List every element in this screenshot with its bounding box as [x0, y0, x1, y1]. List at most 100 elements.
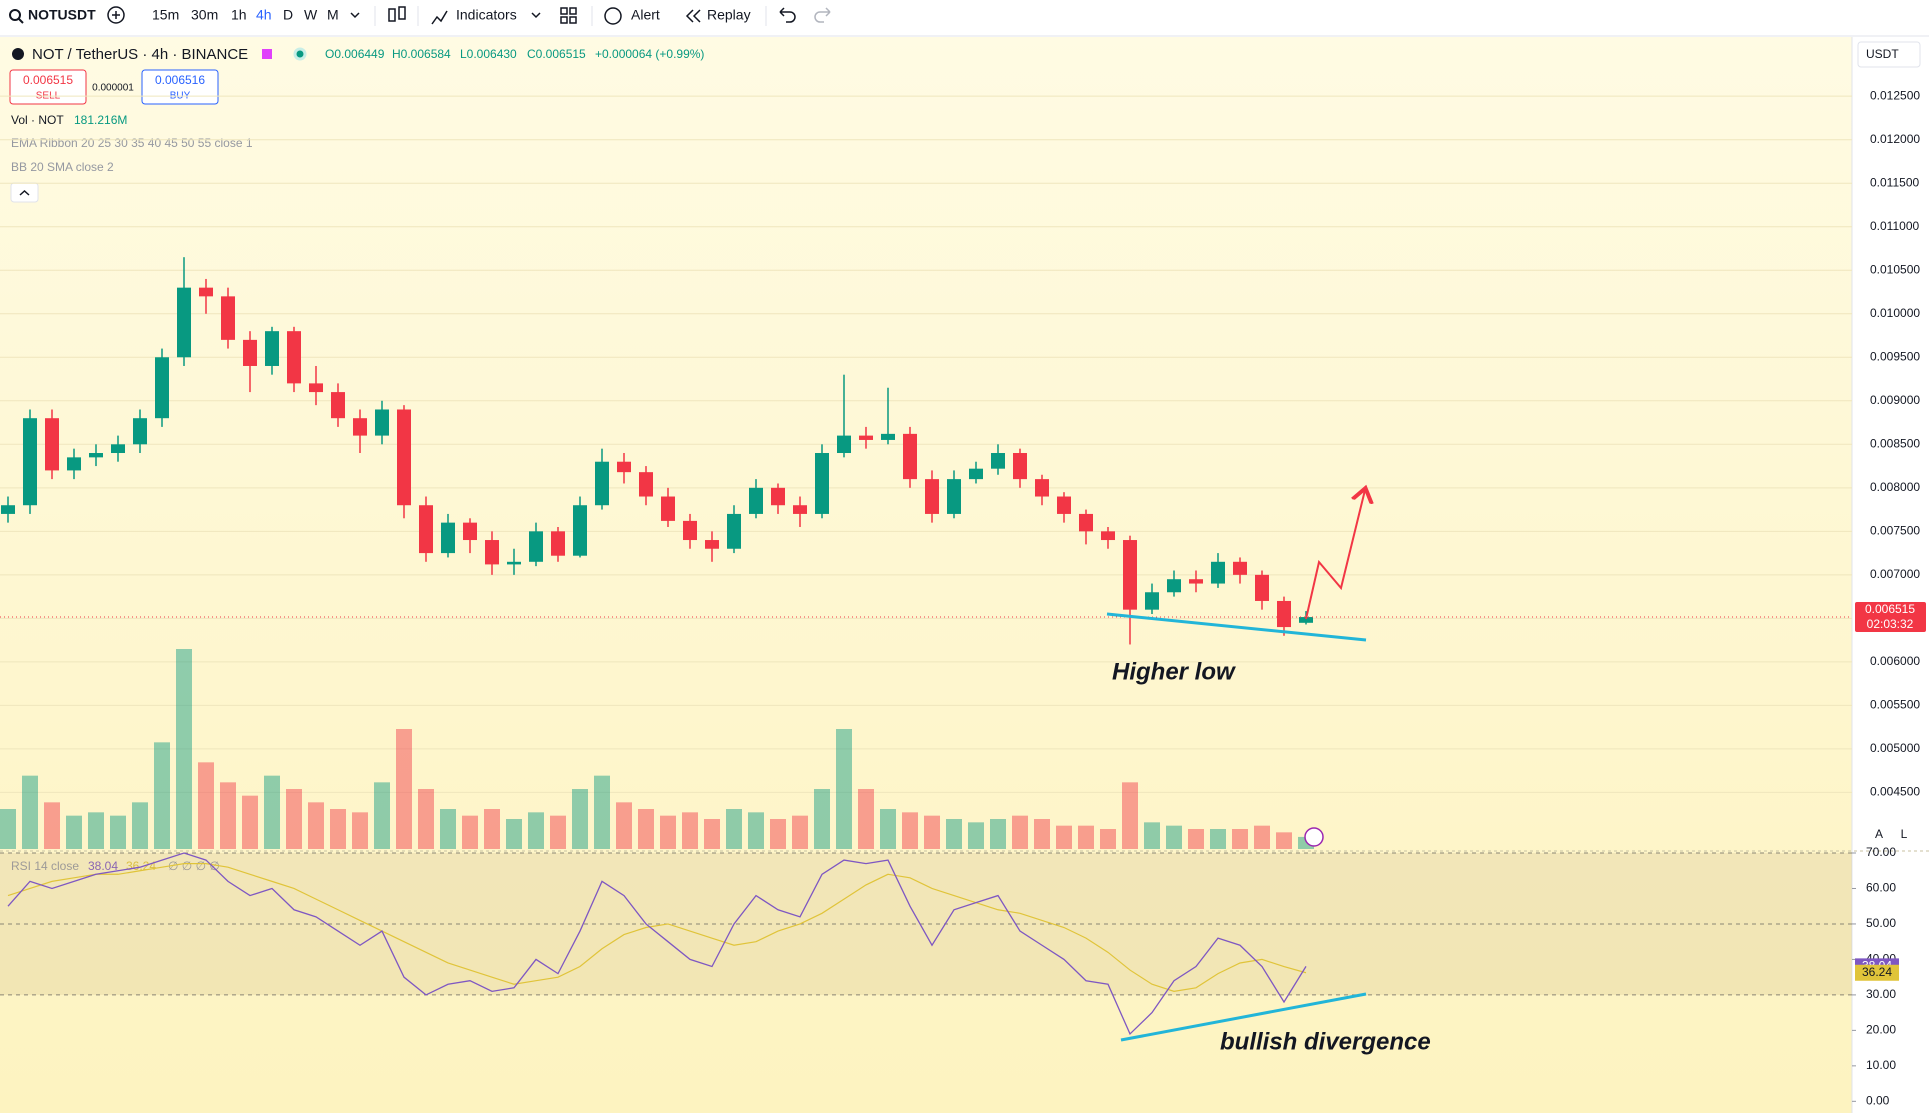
volume-bar — [352, 812, 368, 849]
volume-bar — [1232, 829, 1248, 849]
y-tick-label: 0.010000 — [1870, 306, 1920, 320]
y-tick-label: 0.012000 — [1870, 132, 1920, 146]
candle-body — [1035, 479, 1049, 497]
candle-body — [551, 531, 565, 556]
candle-body — [683, 520, 697, 541]
interval[interactable]: 1h — [231, 7, 247, 23]
templates — [560, 16, 568, 24]
candle-body — [89, 453, 103, 458]
log-button[interactable] — [1893, 824, 1915, 844]
buy-button[interactable] — [141, 69, 219, 105]
rsi-tick-label: 20.00 — [1866, 1023, 1896, 1037]
volume-bar — [726, 809, 742, 849]
indicators-icon[interactable] — [431, 10, 448, 25]
replay-icon[interactable] — [685, 9, 701, 23]
symbol[interactable]: NOTUSDT — [28, 7, 96, 23]
interval[interactable]: D — [283, 7, 293, 23]
indicators-menu[interactable] — [531, 12, 541, 19]
candle-body — [1277, 600, 1291, 628]
candle-body — [969, 468, 983, 480]
undo[interactable] — [779, 7, 796, 23]
countdown: 02:03:32 — [1867, 617, 1914, 631]
candle-body — [309, 383, 323, 393]
quick-trade[interactable] — [1304, 827, 1324, 847]
flag[interactable] — [262, 49, 272, 59]
auto-button[interactable] — [1868, 824, 1890, 844]
volume-bar — [748, 812, 764, 849]
candle-body — [45, 418, 59, 471]
y-tick-label: 0.008000 — [1870, 480, 1920, 494]
candle-body — [177, 287, 191, 358]
volume-bar — [858, 789, 874, 849]
search-icon[interactable] — [9, 9, 21, 21]
projection-arrow[interactable] — [1305, 490, 1365, 620]
volume-bar — [88, 812, 104, 849]
rsi-ma-label-bg — [1855, 964, 1899, 981]
alert[interactable]: Alert — [631, 7, 660, 23]
toolbar-bg — [0, 0, 1929, 36]
replay[interactable]: Replay — [707, 7, 751, 23]
rsi-label: RSI 14 close — [11, 859, 79, 873]
volume-bar — [1166, 825, 1182, 849]
buy-price: 0.006516 — [155, 73, 205, 87]
volume-bar — [1100, 829, 1116, 849]
market-open — [293, 47, 307, 61]
volume-bar — [1144, 822, 1160, 849]
volume-bar — [1254, 825, 1270, 849]
plot: 0.012500 0.012000 0.011500 0.011000 0.010500… — [0, 88, 1926, 1107]
templates[interactable] — [560, 7, 568, 15]
interval[interactable]: 15m — [152, 7, 179, 23]
alert-icon[interactable] — [604, 7, 622, 25]
redo[interactable] — [814, 7, 831, 23]
interval[interactable]: 30m — [191, 7, 218, 23]
volume-bar — [242, 795, 258, 849]
candle-body — [1123, 540, 1137, 610]
volume-bar — [1210, 829, 1226, 849]
collapse-button[interactable] — [10, 182, 39, 203]
add-symbol — [112, 11, 120, 19]
ohlc-change: +0.000064 (+0.99%) — [595, 47, 704, 61]
symbol-logo — [12, 48, 24, 60]
vol-value: 181.216M — [74, 113, 127, 127]
volume-bar — [880, 809, 896, 849]
interval-active[interactable]: 4h — [256, 7, 272, 23]
trendline[interactable] — [1120, 992, 1367, 1042]
candle-body — [133, 418, 147, 445]
volume-bar — [1056, 825, 1072, 849]
chart-type[interactable] — [388, 8, 396, 22]
candle-body — [375, 409, 389, 436]
volume-bar — [836, 729, 852, 849]
y-tick-label: 0.011000 — [1870, 219, 1919, 233]
rsi-tick-label: 30.00 — [1866, 987, 1896, 1001]
auto-scale: A — [1875, 827, 1883, 841]
candle-body — [595, 461, 609, 506]
sell-button[interactable] — [9, 69, 87, 105]
candle-body — [925, 479, 939, 514]
indicators[interactable]: Indicators — [456, 7, 517, 23]
y-tick-label: 0.006000 — [1870, 654, 1920, 668]
interval[interactable]: W — [304, 7, 318, 23]
candle-body — [1, 505, 15, 514]
volume-bar — [506, 819, 522, 849]
toolbar: NOTUSDT 15m 30m 1h 4h D W M Indicators A… — [9, 6, 831, 26]
candle-body — [815, 453, 829, 514]
add-symbol[interactable] — [107, 6, 125, 24]
candle-body — [947, 479, 961, 514]
candle-body — [485, 540, 499, 565]
candle-body — [727, 513, 741, 549]
y-tick-label: 0.007000 — [1870, 567, 1920, 581]
templates — [569, 16, 577, 24]
interval[interactable]: M — [327, 7, 339, 23]
interval-menu[interactable] — [350, 12, 360, 19]
volume-bar — [198, 762, 214, 849]
currency-select[interactable] — [1857, 41, 1921, 68]
candle-body — [1145, 592, 1159, 610]
candle-body — [199, 287, 213, 297]
volume-bar — [660, 815, 676, 849]
volume-bar — [330, 809, 346, 849]
volume-bar — [638, 809, 654, 849]
trendline[interactable] — [1106, 612, 1367, 642]
rsi-tick-label: 10.00 — [1866, 1058, 1896, 1072]
candle-body — [991, 453, 1005, 469]
volume-bar — [418, 789, 434, 849]
